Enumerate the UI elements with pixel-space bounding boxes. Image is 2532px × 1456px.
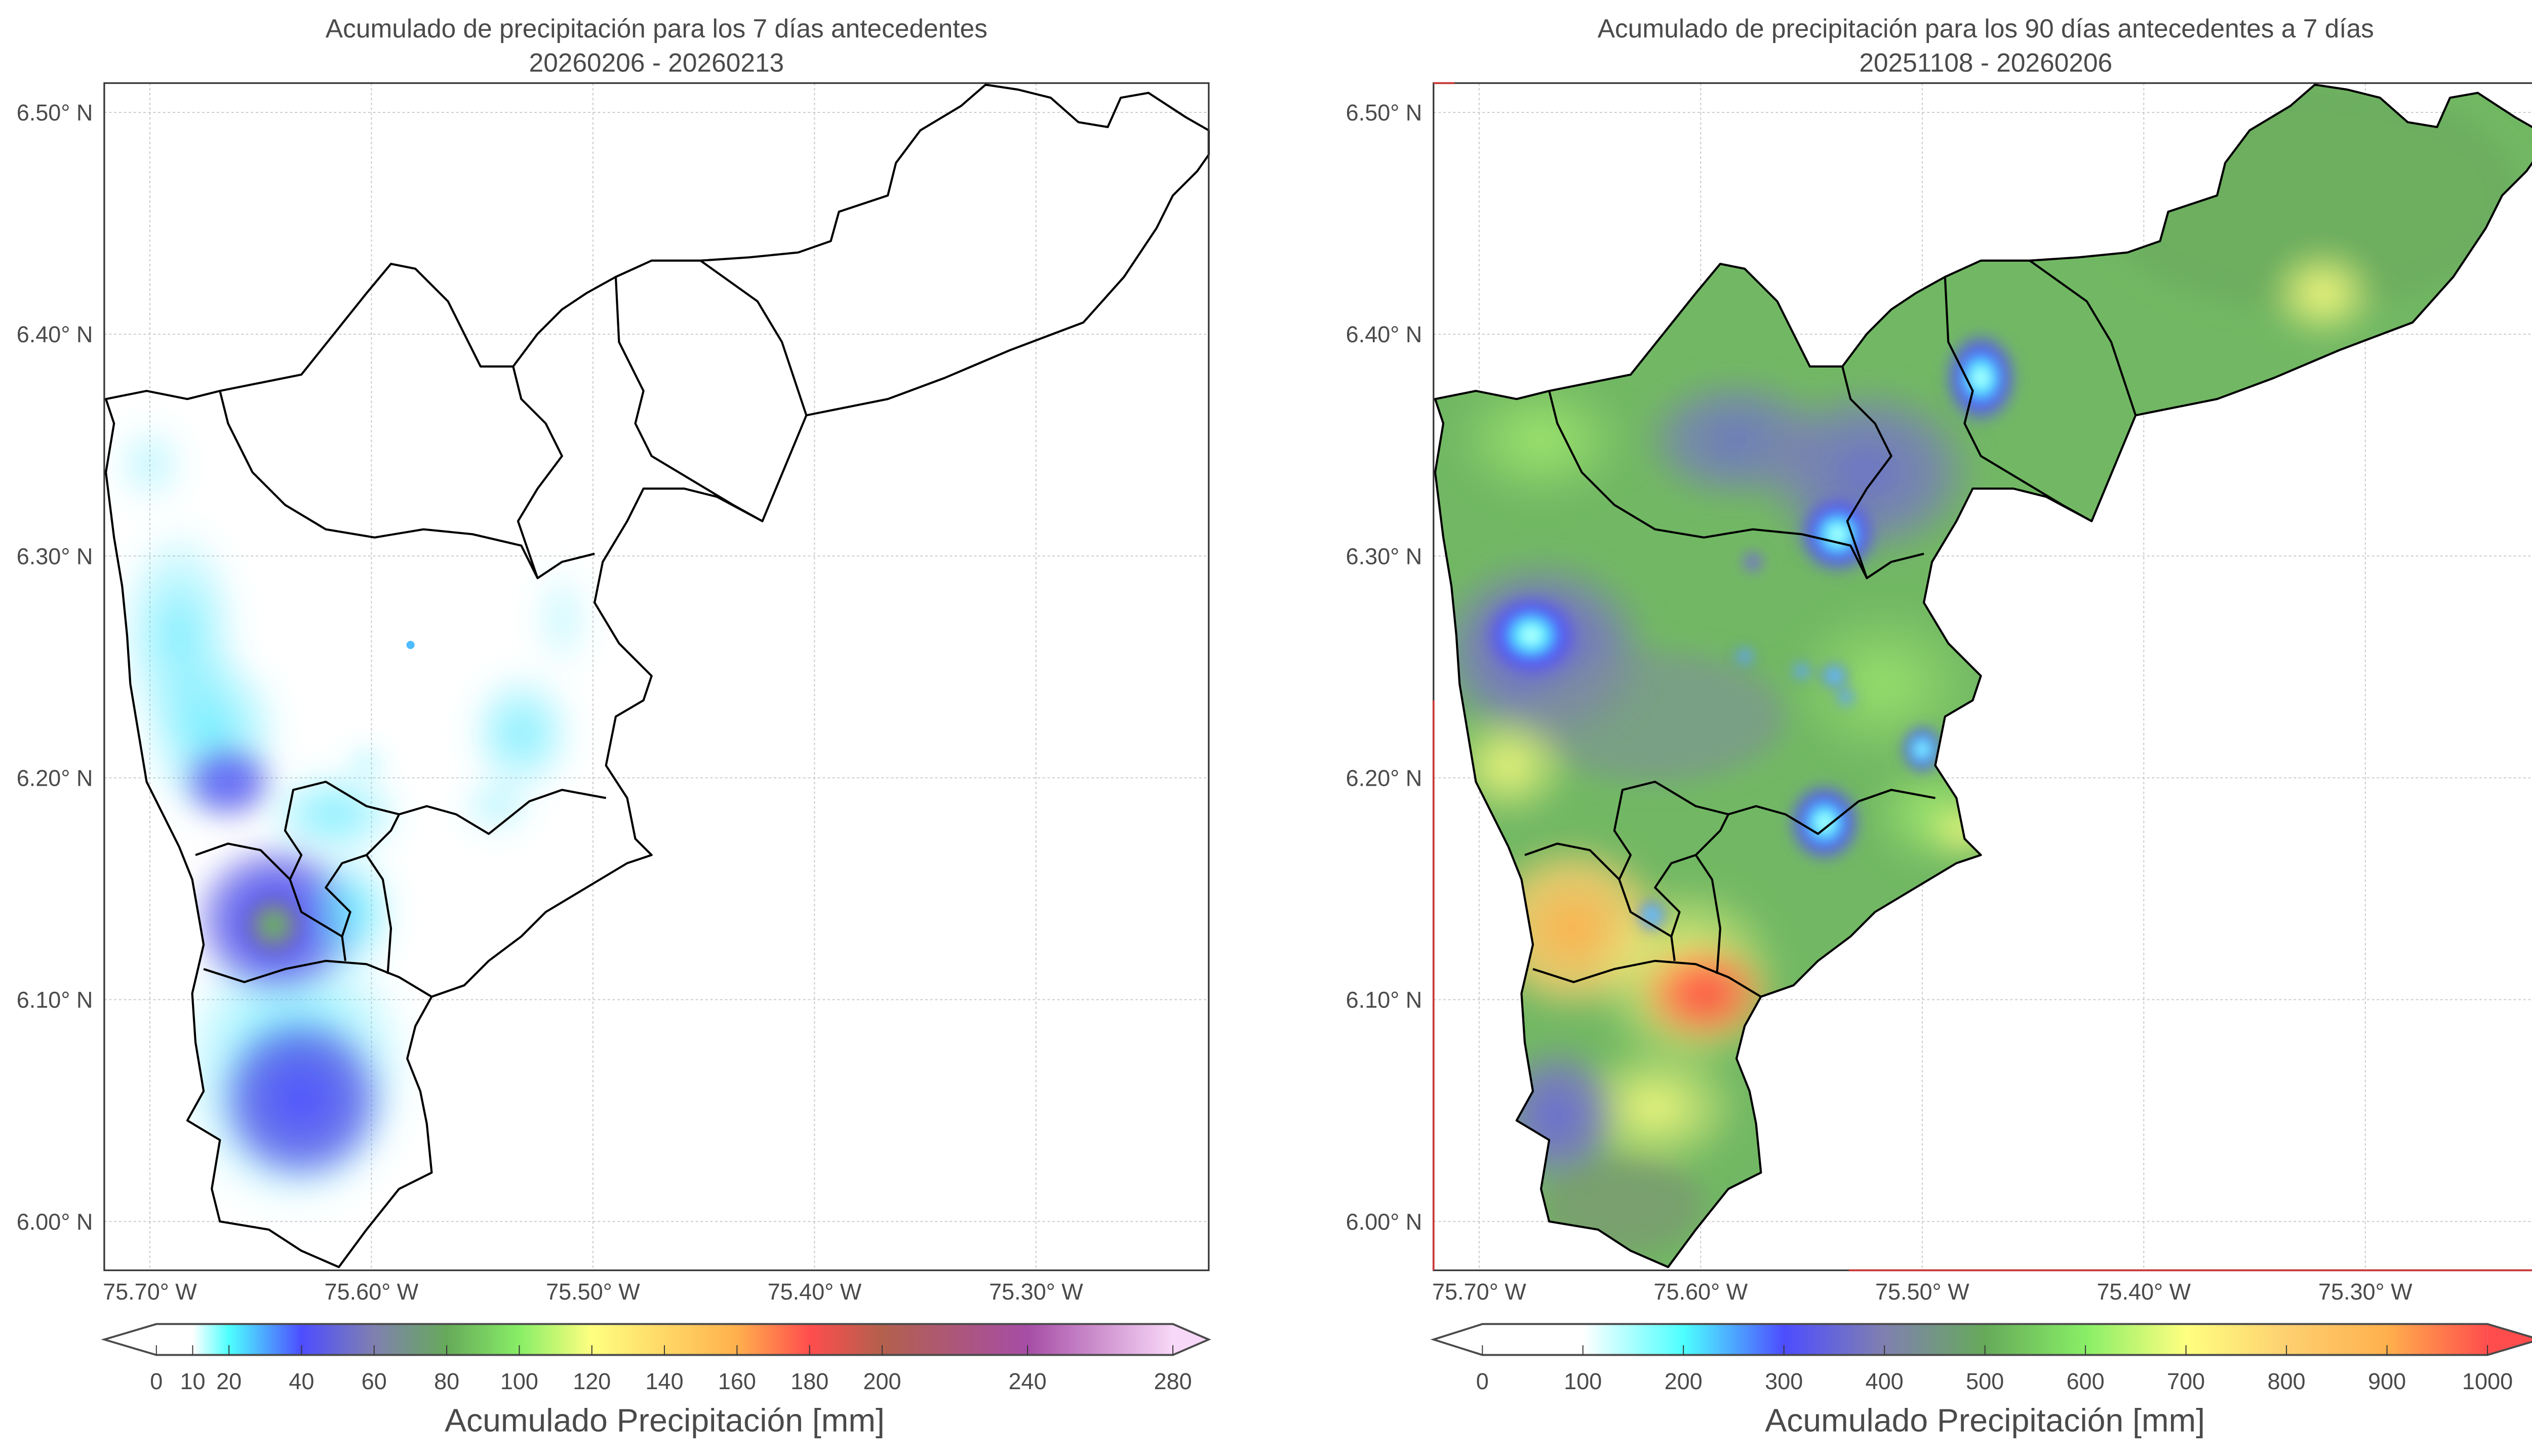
panel-subtitle: 20260206 - 20260213	[529, 48, 784, 77]
panel-title: Acumulado de precipitación para los 7 dí…	[326, 14, 987, 43]
lon-tick-label: 75.60° W	[325, 1279, 419, 1305]
colorbar-tick-label: 200	[1665, 1368, 1703, 1394]
colorbar-tick-label: 280	[1154, 1368, 1192, 1394]
municipal-boundaries	[106, 85, 1209, 1267]
colorbar-tick-label: 100	[1564, 1368, 1602, 1394]
lon-tick-label: 75.40° W	[768, 1279, 862, 1305]
lon-tick-label: 75.50° W	[546, 1279, 640, 1305]
lat-tick-label: 6.50° N	[17, 100, 93, 126]
lon-tick-label: 75.30° W	[989, 1279, 1083, 1305]
colorbar-label: Acumulado Precipitación [mm]	[445, 1402, 885, 1439]
lat-tick-label: 6.10° N	[17, 987, 93, 1013]
colorbar-tick-label: 160	[718, 1368, 756, 1394]
lat-tick-label: 6.40° N	[1346, 321, 1422, 347]
lon-tick-label: 75.50° W	[1875, 1279, 1969, 1305]
colorbar-tick-label: 0	[1476, 1368, 1489, 1394]
colorbar-tick-label: 40	[289, 1368, 314, 1394]
lat-tick-label: 6.50° N	[1346, 100, 1422, 126]
colorbar: 0 10 20 40 60 80 100 120 140 160 180 200 240 280 Acumu…	[101, 1323, 1211, 1439]
colorbar-tick-label: 60	[362, 1368, 387, 1394]
colorbar-tick-label: 1000	[2462, 1368, 2513, 1394]
colorbar-tick-label: 900	[2368, 1368, 2406, 1394]
panel-90-day-precipitation: Acumulado de precipitación para los 90 d…	[1346, 14, 2532, 1439]
colorbar: 0 100 200 300 400 500 600 700 800 900 1000 Acumulad…	[1430, 1323, 2532, 1439]
lat-tick-label: 6.40° N	[17, 321, 93, 347]
lat-tick-label: 6.00° N	[1346, 1209, 1422, 1235]
lon-tick-label: 75.70° W	[103, 1279, 197, 1305]
colorbar-tick-label: 700	[2167, 1368, 2205, 1394]
lat-tick-label: 6.20° N	[17, 765, 93, 791]
map-frame	[103, 82, 1210, 1271]
colorbar-tick-label: 120	[573, 1368, 611, 1394]
colorbar-tick-label: 10	[180, 1368, 205, 1394]
colorbar-over-arrow	[1173, 1324, 1209, 1355]
colorbar-tick-label: 400	[1866, 1368, 1904, 1394]
colorbar-label: Acumulado Precipitación [mm]	[1765, 1402, 2205, 1439]
panel-subtitle: 20251108 - 20260206	[1859, 48, 2112, 77]
colorbar-under-arrow	[104, 1324, 156, 1355]
colorbar-tick-label: 0	[150, 1368, 163, 1394]
lon-tick-label: 75.60° W	[1654, 1279, 1748, 1305]
precipitation-field	[109, 418, 595, 1214]
colorbar-tick-label: 100	[500, 1368, 538, 1394]
municipal-boundaries	[1435, 85, 2532, 1267]
colorbar-over-arrow	[2487, 1324, 2532, 1355]
lat-tick-label: 6.30° N	[1346, 543, 1422, 569]
lat-tick-label: 6.20° N	[1346, 765, 1422, 791]
lat-tick-label: 6.30° N	[17, 543, 93, 569]
colorbar-tick-label: 20	[216, 1368, 242, 1394]
lon-tick-label: 75.70° W	[1432, 1279, 1526, 1305]
colorbar-under-arrow	[1433, 1324, 1483, 1355]
colorbar-tick-label: 600	[2067, 1368, 2105, 1394]
colorbar-tick-label: 500	[1966, 1368, 2004, 1394]
colorbar-tick-label: 800	[2268, 1368, 2306, 1394]
colorbar-tick-label: 140	[646, 1368, 684, 1394]
colorbar-tick-label: 200	[863, 1368, 901, 1394]
lat-tick-label: 6.00° N	[17, 1209, 93, 1235]
panel-7-day-precipitation: Acumulado de precipitación para los 7 dí…	[17, 14, 1211, 1439]
colorbar-tick-label: 180	[790, 1368, 828, 1394]
lon-tick-label: 75.30° W	[2318, 1279, 2412, 1305]
lat-tick-label: 6.10° N	[1346, 987, 1422, 1013]
colorbar-tick-label: 300	[1765, 1368, 1803, 1394]
colorbar-tick-label: 80	[434, 1368, 459, 1394]
colorbar-tick-label: 240	[1009, 1368, 1047, 1394]
lon-tick-label: 75.40° W	[2097, 1279, 2191, 1305]
field-edge-line	[1432, 82, 2532, 1272]
panel-title: Acumulado de precipitación para los 90 d…	[1598, 14, 2374, 43]
